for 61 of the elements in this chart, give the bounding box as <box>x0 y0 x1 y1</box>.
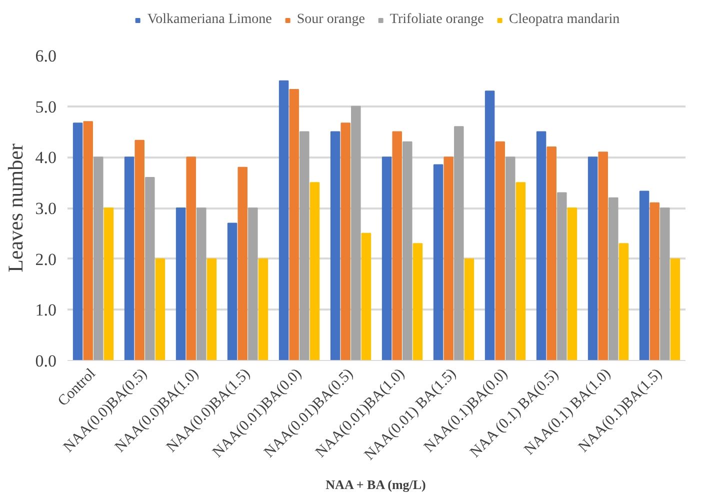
bar <box>464 258 474 360</box>
bar <box>351 106 361 360</box>
bar <box>557 192 567 360</box>
bar <box>94 156 104 360</box>
bar <box>258 258 268 360</box>
bar <box>598 152 608 360</box>
bar <box>330 131 340 360</box>
legend-label: Volkameriana Limone <box>147 12 272 28</box>
bar <box>83 121 93 360</box>
bar <box>248 208 258 360</box>
bar <box>484 90 495 360</box>
bar <box>289 89 299 360</box>
bar <box>670 258 680 360</box>
bar <box>412 243 423 360</box>
y-tick-label: 5.0 <box>35 97 56 116</box>
y-tick-label: 6.0 <box>35 46 56 66</box>
bar <box>72 122 83 360</box>
bar <box>444 156 454 360</box>
legend-label: Cleopatra mandarin <box>508 12 620 28</box>
bar <box>536 131 546 360</box>
bar <box>361 232 372 360</box>
y-tick-label: 0.0 <box>35 352 56 370</box>
bar <box>300 131 310 360</box>
bar <box>433 164 444 360</box>
y-tick-label: 1.0 <box>35 300 56 320</box>
legend-label: Trifoliate orange <box>390 12 484 28</box>
bar <box>206 258 217 360</box>
bar <box>567 208 578 360</box>
bar <box>588 156 598 360</box>
bar <box>340 122 350 360</box>
bar <box>608 197 618 360</box>
bar <box>278 80 289 360</box>
bar <box>402 141 412 360</box>
bar <box>176 208 186 360</box>
bar <box>495 141 505 360</box>
bar <box>227 222 238 360</box>
y-tick-label: 4.0 <box>35 148 56 168</box>
bar <box>134 140 144 360</box>
bar <box>186 156 196 360</box>
x-axis-title: NAA + BA (mg/L) <box>326 477 426 492</box>
bar <box>124 156 134 360</box>
bar <box>382 156 392 360</box>
bar <box>310 182 320 360</box>
bar <box>104 208 114 360</box>
bar <box>546 146 556 360</box>
bar <box>650 202 660 360</box>
y-tick-label: 3.0 <box>35 199 56 218</box>
bar <box>238 166 248 360</box>
bar <box>506 156 516 360</box>
bar <box>454 126 464 360</box>
bar <box>155 258 166 360</box>
y-tick-label: 2.0 <box>35 250 56 269</box>
bar <box>196 208 206 360</box>
bar <box>516 182 526 360</box>
bar <box>145 177 155 360</box>
bar <box>639 190 650 360</box>
bar <box>660 208 670 360</box>
y-axis-title: Leaves number <box>3 144 28 272</box>
bar <box>392 131 402 360</box>
bar <box>618 243 629 360</box>
legend-label: Sour orange <box>296 12 365 28</box>
